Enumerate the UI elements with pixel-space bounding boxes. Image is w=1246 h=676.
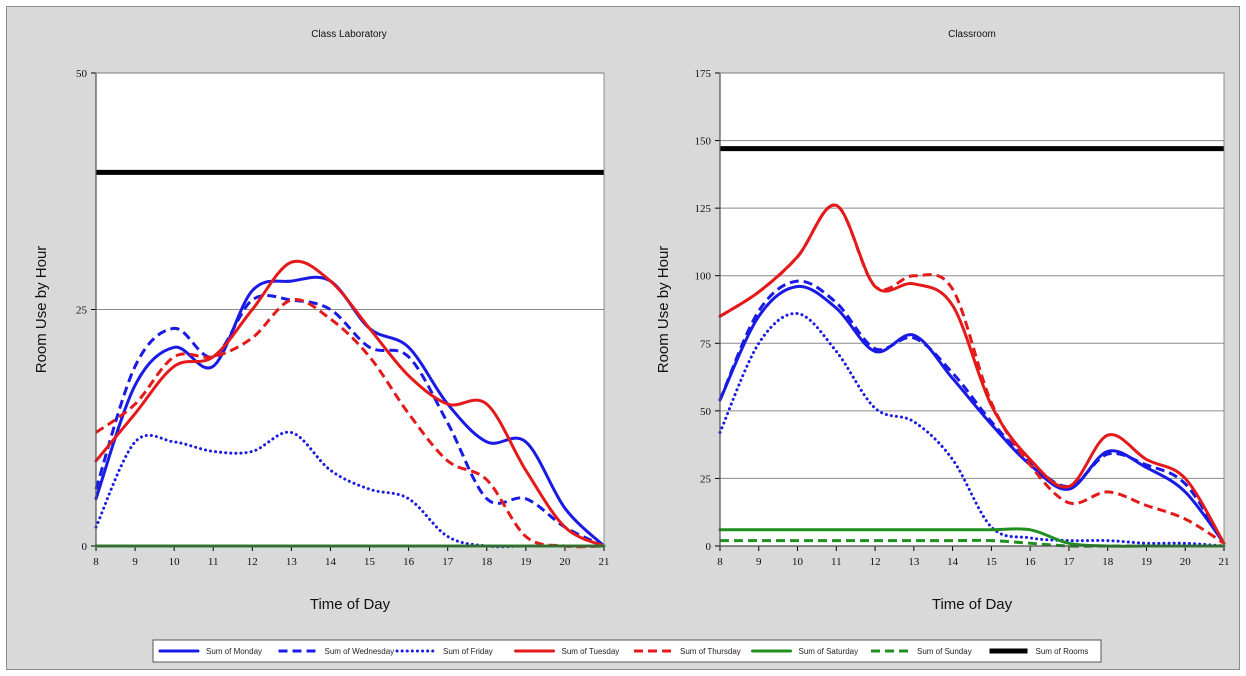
panel-2-x-tick-label: 17 [1063, 556, 1075, 568]
panel-2-x-tick-label: 12 [870, 556, 881, 568]
legend-label-sum-of-sunday: Sum of Sunday [917, 647, 972, 656]
panel-2-plot-border [719, 72, 1225, 547]
panel-2-y-tick-label: 125 [695, 203, 712, 215]
legend-box [152, 639, 1102, 663]
panel-1-x-tick-label: 8 [93, 556, 99, 568]
panel-1-series-sum-of-thursday [95, 298, 605, 549]
panel-2-plot-area [720, 73, 1224, 546]
panel-2-chart-title: Classroom [948, 29, 996, 40]
panel-2-x-tick-label: 8 [717, 556, 723, 568]
panel-2-series-sum-of-wednesday [718, 279, 1226, 545]
panel-2-series-sum-of-friday [718, 312, 1226, 548]
panel-2-y-tick-label: 0 [706, 541, 712, 553]
panel-1-x-tick-label: 21 [599, 556, 610, 568]
panel-1-x-tick-label: 10 [169, 556, 181, 568]
panel-2-y-tick-label: 25 [700, 473, 712, 485]
panel-1-x-tick-label: 19 [520, 556, 532, 568]
panel-2-x-tick-label: 20 [1180, 556, 1192, 568]
panel-1-x-tick-label: 18 [481, 556, 493, 568]
panel-1-series-sum-of-wednesday [94, 293, 605, 548]
panel-2-y-tick-label: 150 [695, 136, 712, 148]
panel-1-x-tick-label: 15 [364, 556, 376, 568]
panel-2-x-tick-label: 13 [908, 556, 920, 568]
panel-2-y-tick-label: 175 [695, 68, 712, 80]
panel-2-x-tick-label: 21 [1219, 556, 1230, 568]
panel-2-y-tick-label: 100 [695, 271, 712, 283]
panel-2-y-axis-label: Room Use by Hour [655, 246, 672, 374]
panel-2-y-tick-label: 75 [700, 338, 712, 350]
panel-1-plot-border [95, 72, 605, 547]
panel-2-x-tick-label: 15 [986, 556, 998, 568]
panel-2-series-sum-of-thursday [719, 203, 1225, 545]
legend-label-sum-of-thursday: Sum of Thursday [680, 647, 741, 656]
panel-1-x-tick-label: 17 [442, 556, 454, 568]
legend-label-sum-of-wednesday: Sum of Wednesday [325, 647, 395, 656]
panel-1-x-tick-label: 9 [132, 556, 138, 568]
legend: Sum of Monday Sum of Wednesday Sum of Frid… [152, 639, 1102, 663]
panel-2-x-tick-label: 14 [947, 556, 959, 568]
panel-1-y-tick-label: 25 [76, 305, 88, 317]
panel-2-x-tick-label: 9 [756, 556, 762, 568]
legend-label-sum-of-saturday: Sum of Saturday [799, 647, 859, 656]
panel-2-x-tick-label: 18 [1102, 556, 1114, 568]
panel-2-series-sum-of-monday [718, 284, 1226, 545]
legend-label-sum-of-friday: Sum of Friday [443, 647, 493, 656]
panel-1-class-laboratory-chart: 0 25 50 8 9 10 11 12 13 14 15 16 17 18 19 20 21 Class Lab… [33, 29, 610, 613]
panel-1-x-tick-label: 13 [286, 556, 298, 568]
panel-2-x-axis-label: Time of Day [932, 596, 1013, 613]
panel-2-x-tick-label: 10 [792, 556, 804, 568]
panel-1-x-tick-label: 12 [247, 556, 258, 568]
legend-label-sum-of-rooms: Sum of Rooms [1036, 647, 1089, 656]
panel-1-series-sum-of-friday [94, 430, 606, 549]
panel-2-x-tick-label: 19 [1141, 556, 1153, 568]
panel-1-x-tick-label: 16 [403, 556, 415, 568]
panel-1-y-tick-label: 50 [76, 68, 88, 80]
panel-2-classroom-chart: 0 25 50 75 100 125 150 175 8 9 10 11 12 13 14 15 16 17 18 1… [655, 29, 1230, 613]
panel-1-x-tick-label: 14 [325, 556, 337, 568]
legend-label-sum-of-tuesday: Sum of Tuesday [562, 647, 620, 656]
panel-1-x-tick-label: 11 [208, 556, 219, 568]
panel-1-series-sum-of-tuesday [94, 259, 606, 548]
panel-1-chart-title: Class Laboratory [311, 29, 387, 40]
panel-1-y-axis-label: Room Use by Hour [33, 246, 50, 374]
panel-1-y-tick-label: 0 [82, 541, 88, 553]
panel-2-x-tick-label: 11 [831, 556, 842, 568]
legend-label-sum-of-monday: Sum of Monday [206, 647, 262, 656]
panel-2-x-tick-label: 16 [1025, 556, 1037, 568]
panel-1-x-axis-label: Time of Day [310, 596, 391, 613]
panel-1-x-tick-label: 20 [559, 556, 571, 568]
panel-2-y-tick-label: 50 [700, 406, 712, 418]
